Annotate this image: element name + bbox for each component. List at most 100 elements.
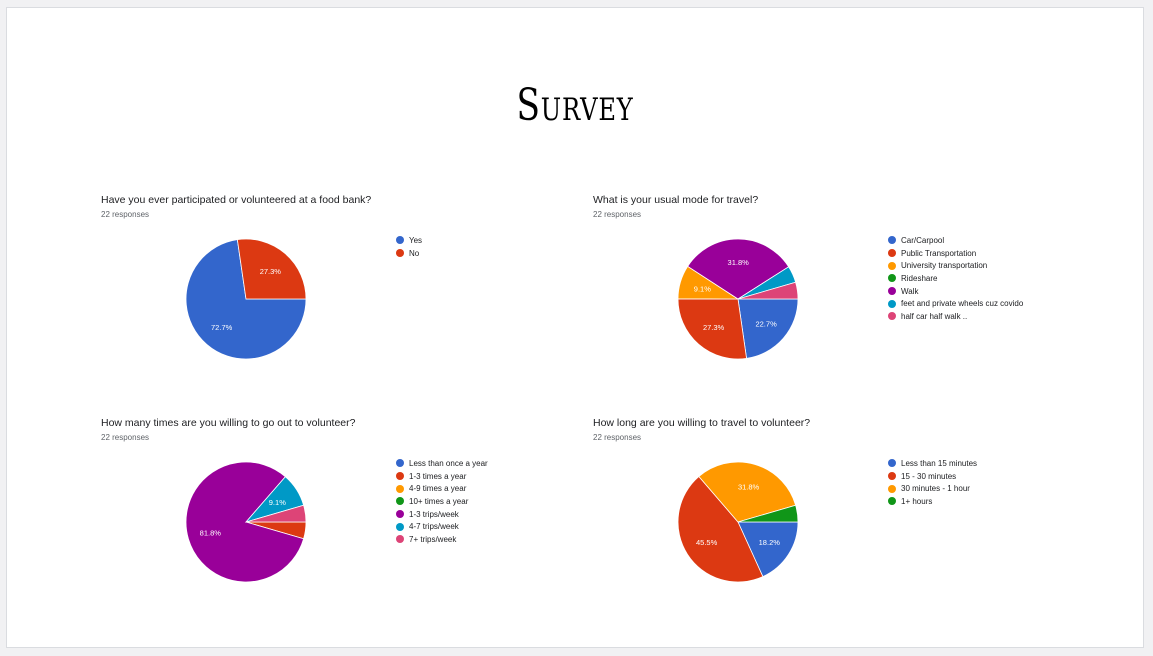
legend-item-4-7-trips-week[interactable]: 4-7 trips/week — [396, 520, 488, 533]
legend-swatch — [396, 236, 404, 245]
legend-label: 1-3 times a year — [409, 471, 467, 481]
legend-swatch — [888, 287, 896, 296]
legend-item-yes[interactable]: Yes — [396, 234, 422, 247]
pie-slice-public-transportation — [677, 298, 748, 360]
legend-swatch — [888, 236, 896, 245]
pie-chart-travel-mode: 22.7% 27.3% 9.1% 31.8% — [677, 238, 799, 360]
slice-data-label: 45.5% — [696, 538, 718, 547]
legend-item-public-transportation[interactable]: Public Transportation — [888, 247, 1023, 260]
legend-item-15-30-minutes[interactable]: 15 - 30 minutes — [888, 470, 977, 483]
legend-item-no[interactable]: No — [396, 247, 422, 260]
legend-label: Less than 15 minutes — [901, 458, 978, 468]
legend-label: University transportation — [901, 261, 988, 271]
legend-label: Rideshare — [901, 273, 938, 283]
response-count: 22 responses — [101, 433, 150, 442]
legend-label: Less than once a year — [409, 458, 488, 468]
slide-title: Survey — [516, 80, 634, 131]
slice-data-label: 22.7% — [755, 319, 777, 328]
slice-data-label: 27.3% — [703, 323, 725, 332]
slice-data-label: 72.7% — [211, 323, 233, 332]
legend-label: feet and private wheels cuz covido — [901, 299, 1024, 309]
legend-label: half car half walk .. — [901, 311, 968, 321]
pie-slice-walk — [687, 238, 790, 300]
legend-item-feet-and-private-wheels-cuz-covido[interactable]: feet and private wheels cuz covido — [888, 297, 1023, 310]
pie-slice-less-than-15-minutes — [737, 521, 799, 578]
legend-item-1-hours[interactable]: 1+ hours — [888, 495, 977, 508]
pie-slice-7-trips-week — [245, 504, 307, 523]
chart-question: What is your usual mode for travel? — [593, 194, 759, 206]
legend-food-bank: Yes No — [396, 234, 422, 259]
legend-label: No — [409, 248, 420, 258]
slice-data-label: 27.3% — [260, 267, 282, 276]
legend-label: 1+ hours — [901, 496, 933, 506]
pie-slice-15-30-minutes — [677, 475, 764, 583]
chart-question: How long are you willing to travel to vo… — [593, 417, 811, 429]
pie-slice-car-carpool — [737, 298, 799, 359]
chart-panel-travel-mode: What is your usual mode for travel? 22 r… — [593, 194, 1063, 394]
pie-chart-food-bank: 72.7% 27.3% — [185, 238, 307, 360]
legend-item-half-car-half-walk[interactable]: half car half walk .. — [888, 310, 1023, 323]
legend-item-7-trips-week[interactable]: 7+ trips/week — [396, 533, 488, 546]
slice-data-label: 31.8% — [738, 482, 760, 491]
legend-swatch — [888, 249, 896, 258]
legend-swatch — [396, 522, 404, 531]
pie-chart-travel-time: 18.2% 45.5% 31.8% — [677, 461, 799, 583]
legend-label: Car/Carpool — [901, 235, 945, 245]
legend-swatch — [888, 484, 896, 493]
slice-data-label: 9.1% — [694, 284, 711, 293]
legend-volunteer-frequency: Less than once a year 1-3 times a year 4-9… — [396, 457, 488, 546]
legend-item-1-3-times-a-year[interactable]: 1-3 times a year — [396, 470, 488, 483]
legend-swatch — [396, 484, 404, 493]
slice-data-label: 18.2% — [759, 538, 781, 547]
slice-data-label: 31.8% — [728, 258, 750, 267]
pie-slice-half-car-half-walk — [737, 281, 799, 300]
response-count: 22 responses — [593, 433, 642, 442]
legend-item-rideshare[interactable]: Rideshare — [888, 272, 1023, 285]
legend-swatch — [396, 459, 404, 468]
response-count: 22 responses — [101, 210, 150, 219]
legend-swatch — [396, 472, 404, 481]
legend-item-car-carpool[interactable]: Car/Carpool — [888, 234, 1023, 247]
slice-data-label: 81.8% — [200, 529, 222, 538]
legend-item-less-than-15-minutes[interactable]: Less than 15 minutes — [888, 457, 977, 470]
legend-item-university-transportation[interactable]: University transportation — [888, 259, 1023, 272]
chart-panel-volunteer-frequency: How many times are you willing to go out… — [101, 417, 571, 617]
legend-swatch — [396, 510, 404, 519]
legend-swatch — [396, 497, 404, 506]
legend-item-1-3-trips-week[interactable]: 1-3 trips/week — [396, 508, 488, 521]
legend-label: 4-7 trips/week — [409, 522, 459, 532]
legend-swatch — [888, 261, 896, 270]
legend-item-less-than-once-a-year[interactable]: Less than once a year — [396, 457, 488, 470]
legend-item-walk[interactable]: Walk — [888, 285, 1023, 298]
legend-swatch — [396, 249, 404, 258]
legend-item-30-minutes-1-hour[interactable]: 30 minutes - 1 hour — [888, 482, 977, 495]
pie-chart-volunteer-frequency: 81.8% 9.1% — [185, 461, 307, 583]
legend-label: Public Transportation — [901, 248, 977, 258]
legend-item-4-9-times-a-year[interactable]: 4-9 times a year — [396, 482, 488, 495]
legend-label: 15 - 30 minutes — [901, 471, 957, 481]
legend-travel-mode: Car/Carpool Public Transportation Universi… — [888, 234, 1023, 323]
chart-question: Have you ever participated or volunteere… — [101, 194, 372, 206]
pie-slice-1-hours — [737, 504, 799, 523]
slide: Survey Have you ever participated or vol… — [6, 7, 1144, 648]
chart-panel-food-bank: Have you ever participated or volunteere… — [101, 194, 571, 394]
legend-item-10-times-a-year[interactable]: 10+ times a year — [396, 495, 488, 508]
slice-data-label: 9.1% — [269, 498, 286, 507]
legend-swatch — [888, 299, 896, 308]
legend-travel-time: Less than 15 minutes 15 - 30 minutes 30 mi… — [888, 457, 977, 508]
response-count: 22 responses — [593, 210, 642, 219]
legend-label: 1-3 trips/week — [409, 509, 459, 519]
pie-slice-1-3-trips-week — [185, 461, 305, 583]
legend-swatch — [888, 497, 896, 506]
legend-swatch — [888, 274, 896, 283]
legend-label: 7+ trips/week — [409, 534, 457, 544]
chart-question: How many times are you willing to go out… — [101, 417, 356, 429]
legend-swatch — [888, 459, 896, 468]
legend-label: Yes — [409, 235, 423, 245]
legend-swatch — [888, 312, 896, 321]
pie-slice-no — [236, 238, 307, 300]
chart-panel-travel-time: How long are you willing to travel to vo… — [593, 417, 1063, 617]
pie-slice-30-minutes-1-hour — [698, 461, 797, 523]
legend-label: Walk — [901, 286, 919, 296]
legend-label: 4-9 times a year — [409, 484, 467, 494]
